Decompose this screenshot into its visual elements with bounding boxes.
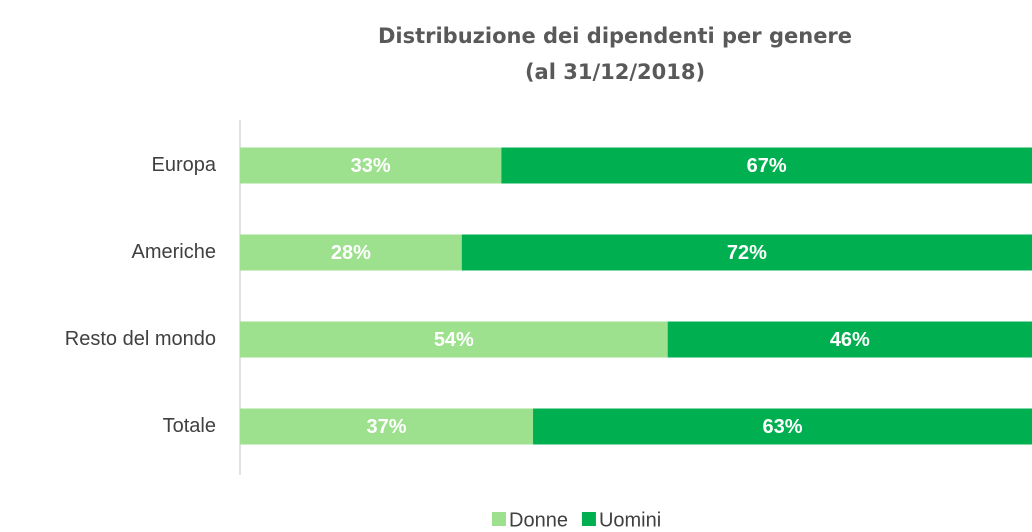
data-label: 63% bbox=[763, 416, 803, 438]
legend-swatch bbox=[581, 512, 596, 526]
data-label: 46% bbox=[830, 329, 870, 351]
bar-segment bbox=[240, 234, 462, 271]
chart-title: Distribuzione dei dipendenti per genere bbox=[378, 24, 852, 48]
data-label: 33% bbox=[351, 155, 391, 177]
bar-segment bbox=[240, 408, 534, 445]
data-label: 67% bbox=[747, 155, 787, 177]
bar-segment bbox=[501, 147, 1032, 184]
y-tick-label: Totale bbox=[163, 415, 216, 437]
bar-segment bbox=[533, 408, 1032, 445]
y-tick-label: Americhe bbox=[132, 241, 216, 263]
bar-segment bbox=[240, 321, 668, 358]
legend-label: Donne bbox=[509, 509, 568, 531]
legend-swatch bbox=[492, 512, 506, 526]
bar-segment bbox=[240, 147, 502, 184]
data-label: 28% bbox=[331, 242, 371, 264]
data-label: 37% bbox=[367, 416, 407, 438]
chart-title: (al 31/12/2018) bbox=[525, 60, 705, 84]
data-label: 54% bbox=[434, 329, 474, 351]
bar-segment bbox=[461, 234, 1032, 271]
y-tick-label: Resto del mondo bbox=[65, 328, 216, 350]
y-tick-label: Europa bbox=[152, 154, 217, 176]
bar-segment bbox=[667, 321, 1032, 358]
data-label: 72% bbox=[727, 242, 767, 264]
legend-label: Uomini bbox=[599, 509, 661, 531]
